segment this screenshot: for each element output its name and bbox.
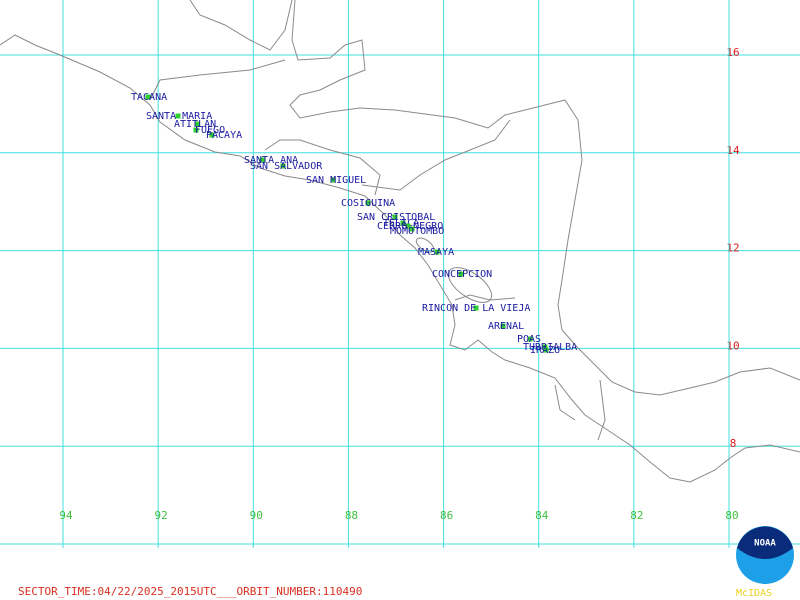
- longitude-label: 94: [59, 509, 73, 522]
- volcano-label: MASAYA: [418, 247, 454, 258]
- volcano-marker: [434, 249, 440, 255]
- latitude-label: 10: [726, 339, 739, 352]
- volcano-marker: [392, 214, 398, 220]
- longitude-label: 88: [345, 509, 358, 522]
- lake-nicaragua: [447, 267, 493, 303]
- volcano-label: POAS: [517, 334, 541, 345]
- volcano-marker: [194, 121, 200, 127]
- volcano-label: SANTA ANA: [244, 155, 298, 166]
- pacific-coast: [0, 34, 800, 483]
- volcano-marker: [330, 177, 336, 183]
- logo-emblem: NOAA: [754, 539, 776, 549]
- volcano-marker: [280, 163, 286, 169]
- volcano-label: TELICA: [383, 218, 419, 229]
- volcano-label: MOMOTOMBO: [390, 226, 444, 237]
- latitude-label: 12: [726, 242, 739, 255]
- volcano-marker: [175, 113, 181, 119]
- volcano-label: RINCON DE LA VIEJA: [422, 303, 530, 314]
- volcano-marker: [473, 305, 479, 311]
- volcano-label: ATITLAN: [174, 119, 216, 130]
- longitude-label: 82: [630, 509, 643, 522]
- volcano-label: FUEGO: [195, 125, 225, 136]
- longitude-label: 90: [250, 509, 263, 522]
- volcano-marker: [145, 94, 151, 100]
- volcano-marker: [405, 223, 411, 229]
- volcano-marker: [500, 323, 506, 329]
- noaa-logo: NOAA McIDAS: [736, 526, 794, 599]
- volcano-label: TACANA: [131, 92, 167, 103]
- latitude-label: 16: [726, 46, 739, 59]
- volcano-marker: [365, 200, 371, 206]
- volcano-label: ARENAL: [488, 321, 524, 332]
- volcano-label: SAN CRISTOBAL: [357, 212, 435, 223]
- volcano-marker: [193, 127, 199, 133]
- coastlines: [0, 0, 800, 483]
- logo-top: [737, 526, 793, 559]
- logo-caption: McIDAS: [736, 588, 772, 599]
- volcano-label: SAN MIGUEL: [306, 175, 366, 186]
- latitude-label: 8: [730, 437, 737, 450]
- volcano-marker: [458, 271, 464, 277]
- volcano-marker: [543, 347, 549, 353]
- latitude-label: 14: [726, 144, 740, 157]
- volcano-marker: [400, 220, 406, 226]
- borders: [149, 59, 606, 441]
- longitude-label: 92: [155, 509, 168, 522]
- mexico-coast: [189, 0, 293, 51]
- volcano-marker: [409, 226, 415, 232]
- longitude-label: 80: [725, 509, 738, 522]
- volcano-marker: [209, 132, 215, 138]
- volcano-label: TURRIALBA: [523, 342, 577, 353]
- volcano-marker: [259, 157, 265, 163]
- volcano-label: COSIGUINA: [341, 198, 395, 209]
- footer: SECTOR_TIME:04/22/2025_2015UTC___ORBIT_N…: [18, 585, 362, 598]
- volcano-label: SAN SALVADOR: [250, 161, 323, 172]
- volcano-label: SANTA MARIA: [146, 111, 212, 122]
- longitude-label: 84: [535, 509, 549, 522]
- lake-managua: [415, 237, 435, 253]
- volcano-label: PACAYA: [206, 130, 242, 141]
- caribbean-coast: [289, 0, 800, 396]
- volcano-marker: [527, 336, 533, 342]
- volcano-label: IRAZU: [530, 345, 560, 356]
- longitude-label: 86: [440, 509, 453, 522]
- volcano-marker: [542, 344, 548, 350]
- graticule: 16 14 12 10 8 94 92 90 88 86 84 82 80: [0, 0, 800, 548]
- volcano-label: CONCEPCION: [432, 269, 492, 280]
